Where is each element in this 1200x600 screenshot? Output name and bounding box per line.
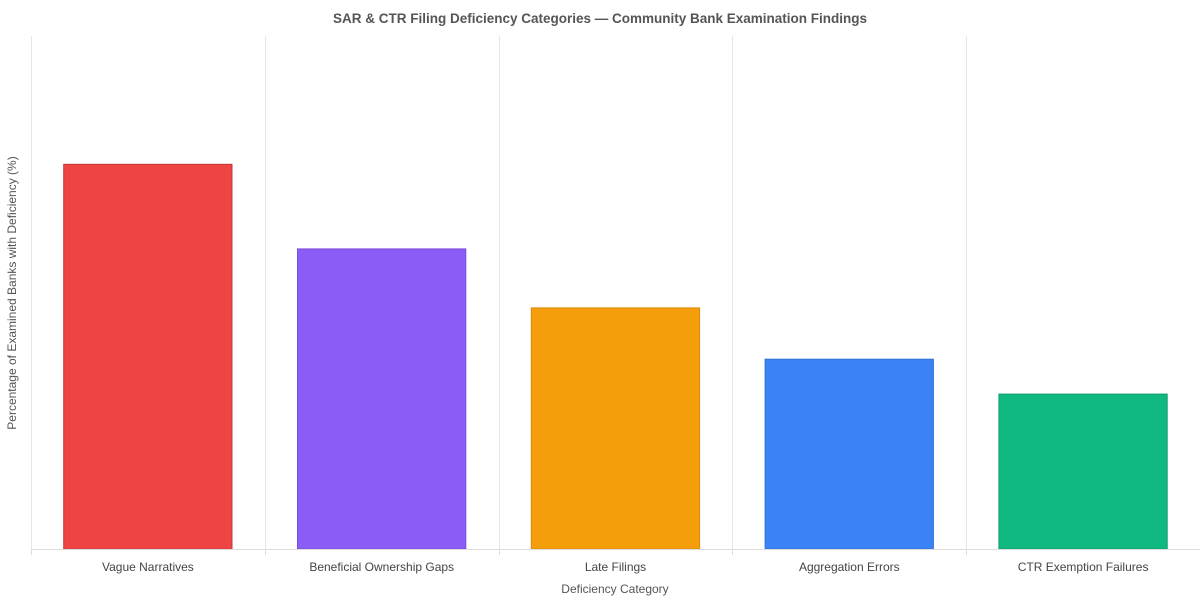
x-tick-labels: Vague Narratives Beneficial Ownership Gap… (102, 560, 1148, 574)
bar-ctr-exemption-failures[interactable] (998, 393, 1168, 550)
x-tick-label: CTR Exemption Failures (1018, 560, 1149, 574)
grid-lines (31, 36, 967, 549)
bar-aggregation-errors[interactable] (764, 358, 934, 550)
bars (63, 163, 1168, 550)
x-axis (31, 549, 1200, 555)
bar-beneficial-ownership-gaps[interactable] (297, 248, 467, 550)
x-tick-label: Beneficial Ownership Gaps (309, 560, 454, 574)
y-axis-title: Percentage of Examined Banks with Defici… (5, 156, 19, 429)
bar-late-filings[interactable] (530, 307, 701, 550)
x-tick-label: Late Filings (585, 560, 646, 574)
x-tick-label: Aggregation Errors (799, 560, 900, 574)
x-axis-title: Deficiency Category (561, 582, 668, 596)
x-tick-label: Vague Narratives (102, 560, 194, 574)
chart-title: SAR & CTR Filing Deficiency Categories —… (333, 11, 867, 26)
bar-vague-narratives[interactable] (63, 163, 233, 550)
